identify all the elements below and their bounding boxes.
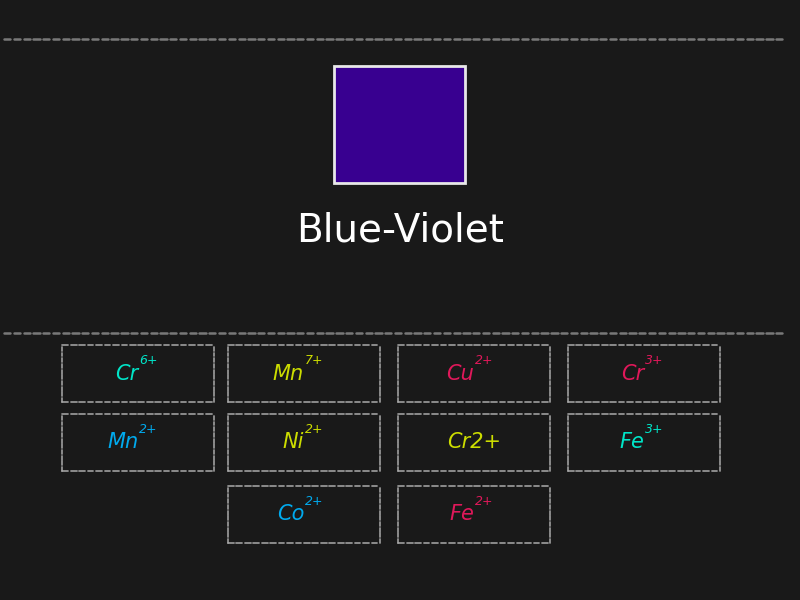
- Text: 2+: 2+: [139, 423, 158, 436]
- Text: Co: Co: [277, 505, 304, 524]
- Text: 2+: 2+: [475, 354, 494, 367]
- FancyBboxPatch shape: [334, 66, 465, 183]
- Text: Cu: Cu: [446, 364, 474, 383]
- Text: 7+: 7+: [305, 354, 323, 367]
- Text: 2+: 2+: [305, 495, 323, 508]
- Text: Mn: Mn: [273, 364, 304, 383]
- Text: Ni: Ni: [282, 433, 304, 452]
- Text: 3+: 3+: [645, 423, 663, 436]
- Text: Mn: Mn: [107, 433, 138, 452]
- Text: Cr2+: Cr2+: [447, 433, 502, 452]
- Text: Cr: Cr: [621, 364, 644, 383]
- Text: 6+: 6+: [139, 354, 158, 367]
- Text: Fe: Fe: [619, 433, 644, 452]
- Text: Fe: Fe: [450, 505, 474, 524]
- Text: 2+: 2+: [305, 423, 323, 436]
- Text: Blue-Violet: Blue-Violet: [296, 212, 504, 250]
- Text: 2+: 2+: [475, 495, 494, 508]
- Text: Cr: Cr: [115, 364, 138, 383]
- Text: 3+: 3+: [645, 354, 663, 367]
